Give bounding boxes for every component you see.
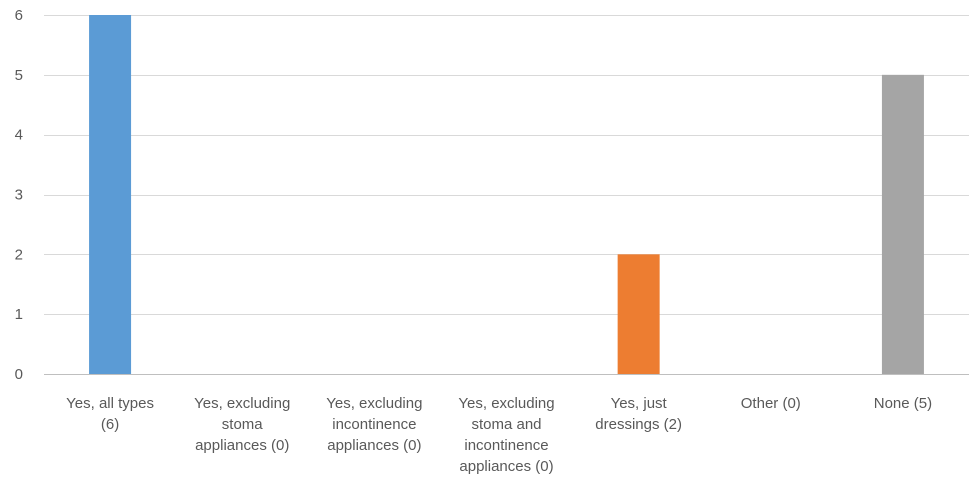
x-category-label: Yes, excluding stoma appliances (0) — [194, 395, 290, 454]
bar — [881, 74, 924, 374]
x-axis-categories: Yes, all types (6) Yes, excluding stoma appl… — [66, 395, 932, 475]
y-tick-label: 2 — [15, 246, 23, 263]
x-category-label: Yes, excluding stoma and incontinence appli… — [458, 395, 554, 475]
y-axis-ticks: 0 1 2 3 4 5 6 — [15, 7, 23, 383]
y-tick-label: 6 — [15, 7, 23, 24]
y-tick-label: 4 — [15, 127, 23, 144]
gridlines — [44, 15, 969, 375]
x-category-label: Yes, just dressings (2) — [595, 395, 682, 433]
x-category-label: Yes, excluding incontinence appliances (0) — [326, 395, 422, 454]
y-tick-label: 3 — [15, 187, 23, 204]
y-tick-label: 0 — [15, 366, 23, 383]
y-tick-label: 5 — [15, 67, 23, 84]
x-category-label: Other (0) — [741, 395, 801, 412]
x-category-label: Yes, all types (6) — [66, 395, 154, 433]
bar — [89, 15, 132, 374]
y-tick-label: 1 — [15, 306, 23, 323]
bar — [617, 254, 660, 374]
bars — [89, 15, 924, 374]
x-category-label: None (5) — [874, 395, 932, 412]
